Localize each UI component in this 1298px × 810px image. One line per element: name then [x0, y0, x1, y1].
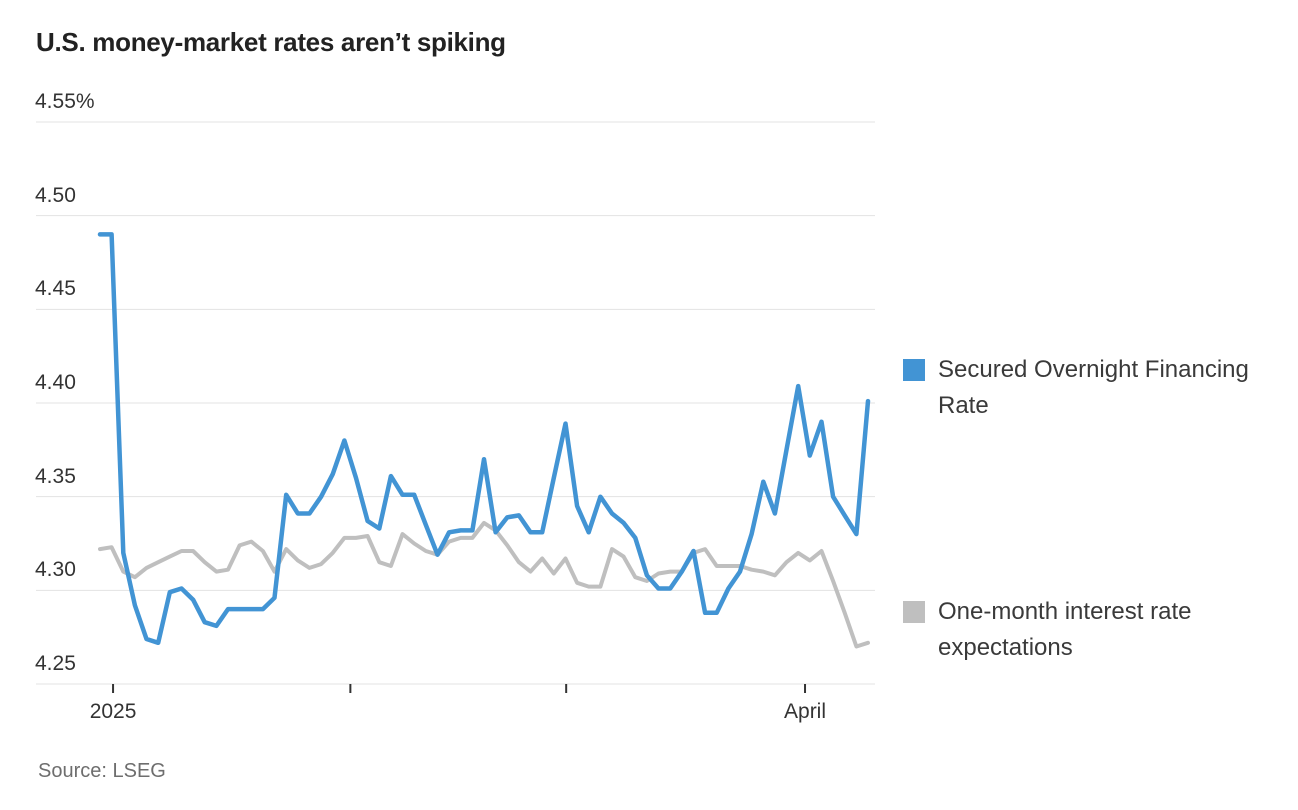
source-note: Source: LSEG	[38, 760, 166, 782]
y-axis-label: 4.30	[35, 558, 76, 582]
y-axis-label: 4.45	[35, 277, 76, 301]
legend-item-expectations: One-month interest rate expectations	[903, 594, 1268, 666]
y-axis-label: 4.40	[35, 371, 76, 394]
y-axis-label: 4.50	[35, 183, 76, 207]
x-axis-label: April	[784, 700, 827, 723]
y-axis-label: 4.25	[35, 652, 76, 675]
legend-label-expectations: One-month interest rate expectations	[938, 598, 1192, 661]
sofr-swatch-icon	[903, 359, 925, 381]
series-line	[97, 232, 871, 646]
legend-label-sofr: Secured Overnight Financing Rate	[938, 356, 1249, 419]
legend-item-sofr: Secured Overnight Financing Rate	[903, 352, 1268, 424]
expectations-swatch-icon	[903, 601, 925, 623]
y-axis-label: 4.55%	[35, 90, 95, 113]
y-axis-label: 4.35	[35, 464, 76, 488]
x-axis-label: 2025	[89, 700, 137, 723]
series-line	[98, 520, 870, 649]
chart-title: U.S. money-market rates aren’t spiking	[36, 27, 506, 57]
